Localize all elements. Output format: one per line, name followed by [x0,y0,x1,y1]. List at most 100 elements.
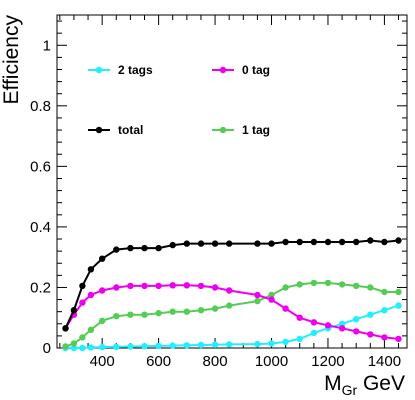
data-point-1-tag [79,334,86,341]
y-tick-label: 0.4 [30,219,51,236]
data-point-1-tag [183,308,190,315]
data-point-0-tag [87,291,95,299]
data-point-2-tags [282,338,289,346]
data-point-0-tag [155,282,162,290]
data-point-total [127,244,134,252]
series-1-tag [62,279,402,350]
data-point-1-tag [338,281,346,288]
data-point-total [395,237,402,244]
data-point-1-tag [226,302,233,309]
data-point-2-tags [155,342,162,350]
data-point-0-tag [381,334,388,341]
data-point-2-tags [70,344,78,352]
data-point-1-tag [87,326,95,333]
legend-entry-total: total [88,123,143,137]
data-point-0-tag [141,282,148,290]
legend-label-2-tags: 2 tags [118,63,153,77]
x-axis-title-unit: GeV [363,372,405,395]
x-tick-label: 1400 [368,353,401,370]
data-point-1-tag [99,317,106,324]
data-point-2-tags [338,320,346,327]
data-point-total [183,240,190,247]
data-point-total [155,244,162,252]
legend-entry-0-tag: 0 tag [212,63,270,77]
data-point-1-tag [62,343,69,350]
data-point-total [324,238,332,246]
data-point-0-tag [296,314,303,321]
data-point-0-tag [353,328,360,335]
data-point-total [381,238,388,246]
data-point-1-tag [367,284,374,291]
data-point-2-tags [87,344,95,351]
data-point-2-tags [197,341,205,349]
x-tick-label: 400 [90,353,115,370]
data-point-1-tag [141,311,148,318]
data-point-total [70,307,78,314]
data-point-1-tag [324,279,332,287]
data-point-2-tags [367,311,374,318]
data-point-1-tag [127,311,134,318]
data-point-1-tag [155,310,162,317]
data-point-1-tag [381,288,388,296]
data-point-0-tag [254,291,261,299]
data-point-2-tags [99,343,106,351]
x-tick-label: 800 [203,353,228,370]
data-point-total [282,238,289,246]
data-point-total [338,238,346,246]
data-point-0-tag [113,284,120,291]
data-point-2-tags [226,341,233,348]
data-point-total [99,255,106,262]
data-point-1-tag [113,313,120,320]
legend-entry-1-tag: 1 tag [212,123,270,137]
series-0-tag [62,282,402,343]
legend-entry-2-tags: 2 tags [88,63,153,77]
data-point-total [296,238,303,246]
y-tick-label: 0.6 [30,158,51,175]
y-axis-title: Efficiency [0,15,23,105]
data-point-0-tag [226,287,233,294]
data-point-0-tag [169,282,176,289]
data-point-total [62,325,69,332]
legend-label-0-tag: 0 tag [242,63,270,77]
legend-label-1-tag: 1 tag [242,123,270,137]
data-point-0-tag [367,331,374,338]
data-point-2-tags [211,341,219,348]
data-point-2-tags [254,340,261,348]
data-point-total [268,240,275,247]
y-tick-label: 0 [43,340,51,357]
legend-label-total: total [118,123,143,137]
series-line-0-tag [64,284,399,340]
data-point-total [226,240,233,247]
data-point-total [87,266,95,273]
data-point-1-tag [70,340,78,347]
data-point-1-tag [197,307,205,314]
data-point-total [367,237,374,244]
data-point-2-tags [296,335,303,343]
data-point-total [79,282,86,290]
data-point-2-tags [127,343,134,350]
plot-frame [56,14,408,349]
legend-marker-0-tag [219,66,227,74]
data-point-0-tag [211,284,219,291]
data-point-2-tags [353,316,360,323]
data-point-1-tag [211,305,219,312]
data-point-total [353,238,360,246]
data-point-0-tag [324,322,332,329]
data-point-1-tag [310,279,318,287]
data-point-2-tags [381,307,388,314]
legend-marker-2-tags [95,66,103,74]
data-point-0-tag [310,319,318,326]
legend: 2 tags 0 tag total 1 tag [88,63,270,137]
x-axis-title-main: M [324,372,342,395]
data-point-0-tag [282,305,289,312]
y-tick-label: 1 [43,37,51,54]
series-line-2-tags [65,304,399,349]
data-point-0-tag [268,296,275,303]
data-point-2-tags [395,302,402,309]
x-tick-label: 1200 [311,353,344,370]
data-point-1-tag [296,281,303,288]
series-total [62,237,402,332]
data-point-total [169,241,176,249]
data-point-0-tag [183,282,190,289]
data-point-2-tags [79,344,86,352]
